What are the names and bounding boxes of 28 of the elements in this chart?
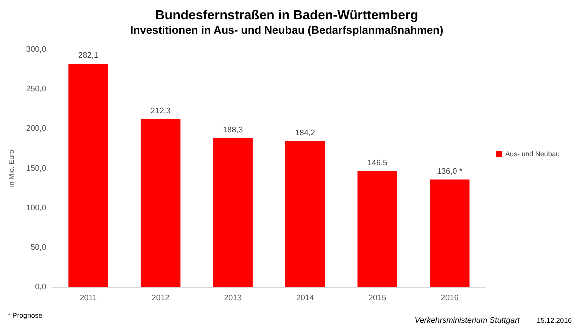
- text: Verkehrsministerium Stuttgart: [414, 316, 521, 325]
- x-tick-label: 2012: [152, 293, 170, 302]
- chart-title: Bundesfernstraßen in Baden-Württemberg: [156, 7, 419, 22]
- bar: [285, 142, 326, 288]
- bar: [68, 64, 108, 288]
- data-label: 212,3: [150, 106, 172, 116]
- bar: [430, 180, 470, 288]
- x-tick-label: 2014: [296, 293, 315, 302]
- y-tick-label: 100,0: [26, 203, 47, 212]
- y-tick-label: 200,0: [26, 124, 47, 134]
- y-tick-label: 0,0: [35, 282, 47, 292]
- x-tick-label: 2011: [80, 293, 98, 302]
- x-tick-label: 2013: [224, 293, 243, 302]
- y-tick-label: 50,0: [30, 243, 47, 252]
- data-label: 282,1: [78, 51, 100, 60]
- bar: [358, 171, 398, 288]
- bar: [140, 119, 181, 288]
- bar: [213, 138, 253, 288]
- chart-subtitle: Investitionen in Aus- und Neubau (Bedarfsplanmaßnahmen): [130, 25, 444, 38]
- data-label: 136,0 *: [437, 166, 463, 176]
- data-label: 188,3: [223, 125, 244, 134]
- y-tick-label: 150,0: [26, 164, 47, 173]
- y-tick-label: 250,0: [26, 84, 47, 94]
- data-label: 146,5: [368, 158, 388, 168]
- data-label: 184,2: [295, 128, 316, 138]
- y-tick-label: 300,0: [26, 45, 47, 54]
- x-tick-label: 2016: [440, 293, 460, 302]
- x-tick-label: 2015: [368, 293, 388, 302]
